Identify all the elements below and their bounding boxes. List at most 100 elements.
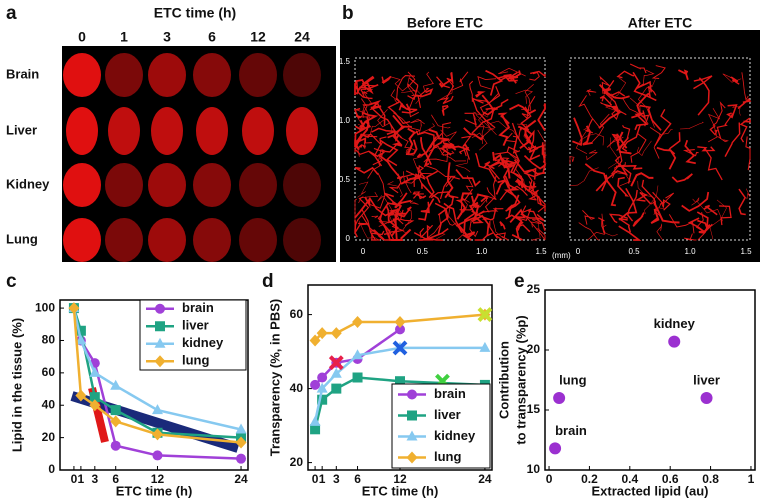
vessel xyxy=(696,211,709,229)
y-tick-label: 40 xyxy=(42,397,56,411)
vessel xyxy=(499,156,517,167)
vessel xyxy=(578,95,600,128)
marker xyxy=(235,423,247,434)
tissue-image xyxy=(283,53,321,97)
x-tick-label: 6 xyxy=(112,472,119,486)
vessel xyxy=(697,77,710,116)
vessel xyxy=(671,173,693,183)
vessel xyxy=(611,77,627,100)
vessel xyxy=(391,135,403,147)
vessel xyxy=(745,136,751,171)
vessel xyxy=(703,146,723,181)
x-tick-label: 1.0 xyxy=(476,247,488,256)
vessel xyxy=(475,91,486,98)
tissue-image xyxy=(66,107,98,155)
marker xyxy=(317,372,328,383)
vessel xyxy=(530,70,546,78)
vessel xyxy=(428,145,455,156)
tissue-image xyxy=(239,218,277,262)
marker xyxy=(152,450,163,461)
vessel xyxy=(737,98,752,110)
vessel xyxy=(485,69,504,96)
vessel xyxy=(494,232,509,241)
vessel xyxy=(653,202,666,215)
vessel xyxy=(537,129,546,164)
view-title: After ETC xyxy=(628,15,693,31)
marker xyxy=(154,337,166,348)
vessel xyxy=(503,175,520,198)
column-label: 24 xyxy=(294,29,310,45)
marker xyxy=(330,327,342,340)
vessel xyxy=(383,192,399,206)
vessel xyxy=(354,105,370,116)
vessel xyxy=(402,171,412,194)
x-tick-label: 1 xyxy=(319,472,326,486)
vessel xyxy=(483,208,504,213)
tissue-image xyxy=(151,107,183,155)
vessel xyxy=(360,84,377,99)
vessel xyxy=(410,118,425,127)
view-title: Before ETC xyxy=(407,15,483,31)
y-tick-label: 20 xyxy=(42,430,56,444)
vessel xyxy=(531,217,541,241)
vessel xyxy=(367,149,382,179)
vessel xyxy=(448,143,471,152)
vessel xyxy=(726,104,738,119)
vessel xyxy=(691,197,700,206)
vessel xyxy=(406,76,419,97)
vessel xyxy=(515,89,534,104)
marker xyxy=(310,424,321,435)
vessel xyxy=(424,165,456,188)
x-tick-label: 1.5 xyxy=(740,247,752,256)
point-label: lung xyxy=(559,372,586,387)
vessel xyxy=(440,95,454,105)
vessel xyxy=(578,222,600,241)
vessel xyxy=(668,132,681,155)
vessel xyxy=(584,163,608,192)
x-tick-label: 0 xyxy=(312,472,319,486)
column-label: 12 xyxy=(250,29,266,45)
vessel xyxy=(394,192,412,209)
marker xyxy=(407,410,417,421)
vessel xyxy=(528,147,541,162)
x-tick-label: 0.2 xyxy=(581,472,598,486)
vessel xyxy=(365,133,383,146)
vessel xyxy=(510,70,522,84)
vessel xyxy=(679,121,704,130)
vessel xyxy=(531,218,542,228)
vessel xyxy=(416,136,438,158)
vessel xyxy=(708,136,729,143)
vessel xyxy=(582,125,593,146)
marker xyxy=(110,405,121,416)
vessel xyxy=(611,137,630,175)
tissue-image xyxy=(63,163,101,207)
tissue-image xyxy=(283,218,321,262)
vessel xyxy=(629,97,649,126)
vessel xyxy=(652,191,671,211)
vessel xyxy=(464,112,477,126)
x-tick-label: 0.4 xyxy=(621,472,638,486)
vessel xyxy=(444,162,454,199)
vessel xyxy=(615,164,643,170)
x-tick-label: 12 xyxy=(151,472,165,486)
marker xyxy=(75,389,87,402)
x-tick-label: 0.5 xyxy=(417,247,429,256)
vessel xyxy=(693,75,713,90)
tissue-image xyxy=(148,163,186,207)
vessel xyxy=(641,179,656,206)
vessel xyxy=(703,204,718,216)
vessel xyxy=(611,133,628,149)
vessel xyxy=(361,208,377,241)
vessel xyxy=(362,93,373,119)
vessel xyxy=(354,116,370,149)
marker xyxy=(352,349,364,360)
tissue-image xyxy=(239,53,277,97)
vessel xyxy=(431,114,451,129)
vessel xyxy=(395,206,412,218)
tissue-image xyxy=(63,218,101,262)
vessel xyxy=(507,194,520,218)
vessel xyxy=(618,187,638,221)
vessel xyxy=(437,194,455,216)
vessel xyxy=(682,149,699,157)
